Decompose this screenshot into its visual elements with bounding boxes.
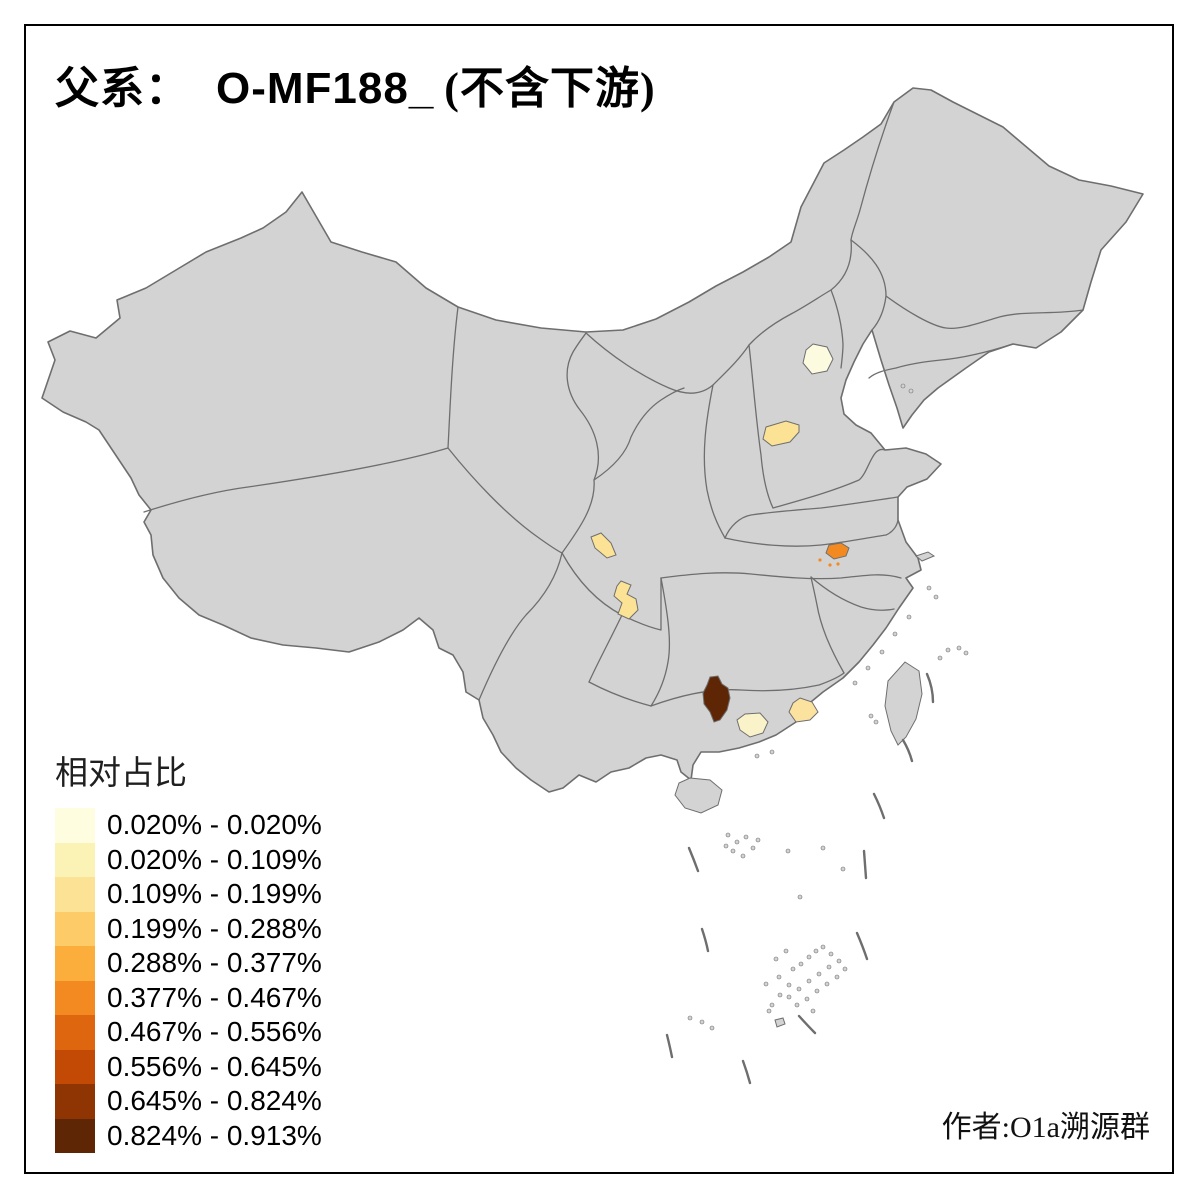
legend-row: 0.020% - 0.020% [55,808,322,843]
south-china-sea-islands [687,832,848,1031]
page-title: 父系： O-MF188_ (不含下游) [55,52,656,116]
legend-swatch [55,1049,95,1084]
region-central-sichuan-area [590,532,617,559]
hainan-island [674,777,723,814]
legend-label: 0.288% - 0.377% [107,947,322,979]
legend-row: 0.020% - 0.109% [55,842,322,877]
nine-dash-line [665,672,935,1085]
title-prefix: 父系： [55,64,190,113]
legend-swatch [55,808,95,843]
region-central-hubei-area [825,542,850,560]
region-central-hubei-specks [818,558,840,567]
region-west-guangdong-area [736,712,769,738]
province-borders [143,101,1084,707]
legend-swatch [55,1015,95,1050]
legend-swatch [55,877,95,912]
legend-swatch [55,980,95,1015]
region-central-guangxi-area [702,675,731,723]
islands [674,551,936,1028]
legend-label: 0.020% - 0.109% [107,843,322,875]
legend-row: 0.824% - 0.913% [55,1118,322,1153]
region-beijing-area [802,343,834,375]
legend-swatch [55,842,95,877]
title-haplogroup-code: O-MF188_ [216,64,435,113]
legend-label: 0.467% - 0.556% [107,1016,322,1048]
legend-row: 0.199% - 0.288% [55,911,322,946]
legend-title: 相对占比 [55,756,187,792]
legend-swatch [55,946,95,981]
coastal-island-dots [754,383,969,759]
region-south-hebei-area [762,420,800,447]
legend-label: 0.645% - 0.824% [107,1085,322,1117]
legend-label: 0.020% - 0.020% [107,809,322,841]
colored-regions [590,343,850,738]
legend-row: 0.288% - 0.377% [55,946,322,981]
plot-frame [24,24,1174,1174]
legend-row: 0.467% - 0.556% [55,1015,322,1050]
region-east-guangdong-area [788,697,819,723]
small-island [774,1017,786,1028]
legend-label: 0.377% - 0.467% [107,981,322,1013]
legend-label: 0.556% - 0.645% [107,1050,322,1082]
legend-label: 0.824% - 0.913% [107,1119,322,1151]
legend-label: 0.109% - 0.199% [107,878,322,910]
region-chongqing-area [613,580,639,620]
legend-label: 0.199% - 0.288% [107,912,322,944]
legend-swatch [55,1084,95,1119]
legend-swatch [55,911,95,946]
legend-row: 0.109% - 0.199% [55,877,322,912]
legend-swatch [55,1118,95,1153]
chongming-island [914,551,936,562]
taiwan-island [884,661,923,746]
legend-row: 0.645% - 0.824% [55,1084,322,1119]
legend: 相对占比 0.020% - 0.020% 0.020% - 0.109% 0.1… [55,746,322,1153]
legend-row: 0.377% - 0.467% [55,980,322,1015]
attribution: 作者:O1a溯源群 [941,1111,1150,1144]
title-suffix: (不含下游) [444,64,656,113]
legend-row: 0.556% - 0.645% [55,1049,322,1084]
